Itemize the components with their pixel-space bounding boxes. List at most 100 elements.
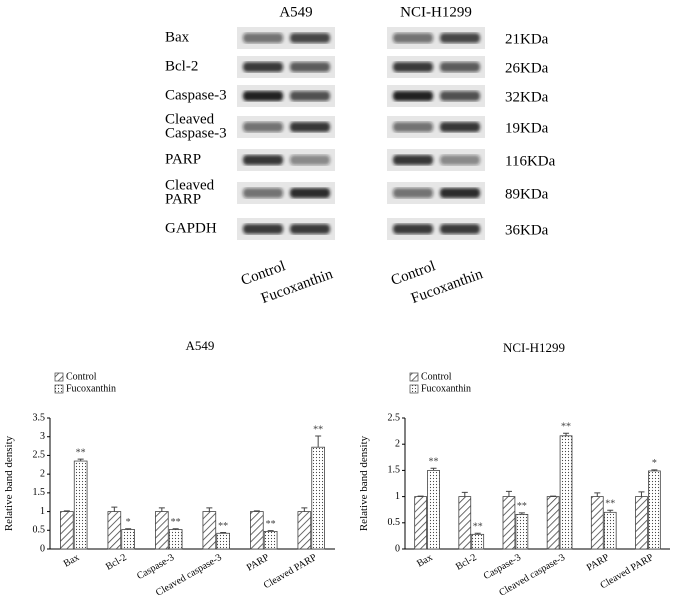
blot-band [440, 33, 480, 43]
error-bar [518, 512, 525, 515]
protein-label: GAPDH [165, 220, 217, 236]
blot-membrane [237, 149, 335, 171]
blot-membrane [387, 56, 485, 78]
bar [297, 511, 312, 550]
y-tick-label: 1 [395, 491, 400, 502]
blot-band [243, 62, 283, 72]
y-tick-label: 1.5 [388, 465, 401, 476]
y-tick-label: 1 [40, 506, 45, 517]
blot-band [440, 155, 480, 165]
blot-band [393, 188, 433, 198]
bar [502, 496, 516, 550]
x-tick-label: Caspase-3 [135, 552, 176, 582]
error-bar [474, 532, 481, 535]
y-tick-label: 2.5 [388, 412, 401, 423]
y-tick-label: 3.5 [33, 412, 46, 423]
error-bar [594, 492, 601, 497]
error-bar [461, 491, 468, 497]
size-label: 89KDa [505, 186, 549, 202]
significance-label: ** [266, 519, 276, 530]
blot-band [243, 33, 283, 43]
bar [216, 532, 230, 550]
cell-line-label: NCI-H1299 [400, 4, 472, 20]
bar [60, 511, 74, 550]
error-bar [206, 507, 213, 512]
blot-membrane [387, 85, 485, 107]
protein-label: Caspase-3 [165, 125, 227, 141]
blot-band [243, 122, 283, 132]
bar [311, 446, 325, 550]
x-tick-label: Bcl-2 [454, 552, 479, 573]
x-tick-label: PARP [585, 552, 612, 574]
blot-membrane [237, 56, 335, 78]
error-bar [315, 435, 322, 448]
protein-label: Caspase-3 [165, 87, 227, 103]
blot-band [393, 33, 433, 43]
error-bar [63, 510, 70, 512]
blot-band [440, 62, 480, 72]
blot-band [290, 188, 330, 198]
y-tick-label: 0.5 [388, 517, 401, 528]
error-bar [417, 495, 424, 497]
error-bar [651, 469, 658, 471]
blot-membrane [387, 149, 485, 171]
error-bar [430, 467, 437, 471]
size-label: 36KDa [505, 222, 549, 238]
bar [590, 496, 604, 550]
protein-label: Bcl-2 [165, 58, 198, 74]
protein-label: Bax [165, 29, 190, 45]
bar [515, 514, 529, 550]
blot-band [393, 122, 433, 132]
size-label: 116KDa [505, 153, 556, 169]
protein-label: PARP [165, 191, 201, 207]
blot-band [393, 224, 433, 234]
y-tick-label: 1.5 [33, 487, 46, 498]
size-label: 32KDa [505, 89, 549, 105]
blot-band [440, 91, 480, 101]
blot-band [243, 91, 283, 101]
significance-label: ** [429, 457, 439, 468]
blot-band [440, 224, 480, 234]
blot-band [243, 224, 283, 234]
protein-label: Cleaved [165, 177, 215, 193]
bar [559, 435, 573, 550]
y-axis-label: Relative band density [3, 435, 15, 531]
bar [427, 469, 440, 550]
blot-band [290, 155, 330, 165]
blot-membrane [387, 218, 485, 240]
legend-swatch [409, 384, 419, 394]
bar [155, 511, 169, 550]
bar [250, 511, 264, 550]
blot-band [243, 155, 283, 165]
error-bar [607, 509, 614, 513]
chart-title: A549 [186, 338, 215, 353]
legend-swatch [54, 384, 64, 394]
legend-label: Fucoxanthin [66, 383, 116, 394]
bar [546, 496, 560, 550]
protein-label: PARP [165, 151, 201, 167]
significance-label: ** [313, 424, 323, 435]
bar [168, 529, 183, 550]
error-bar [638, 491, 645, 497]
size-label: 26KDa [505, 60, 549, 76]
error-bar [172, 528, 179, 530]
blot-band [290, 122, 330, 132]
legend-label: Fucoxanthin [421, 383, 471, 394]
size-label: 21KDa [505, 31, 549, 47]
bar [202, 511, 217, 550]
significance-label: ** [171, 517, 181, 528]
chart-title: NCI-H1299 [503, 340, 565, 355]
x-tick-label: Bax [415, 552, 434, 570]
blot-band [440, 188, 480, 198]
x-tick-label: Cleaved PARP [262, 552, 319, 591]
error-bar [158, 507, 165, 512]
blot-membrane [237, 85, 335, 107]
y-tick-label: 3 [40, 431, 45, 442]
bar [635, 496, 648, 550]
legend-swatch [409, 372, 419, 382]
bar [648, 470, 661, 550]
blot-membrane [237, 27, 335, 49]
blot-membrane [237, 218, 335, 240]
blot-membrane [387, 182, 485, 204]
